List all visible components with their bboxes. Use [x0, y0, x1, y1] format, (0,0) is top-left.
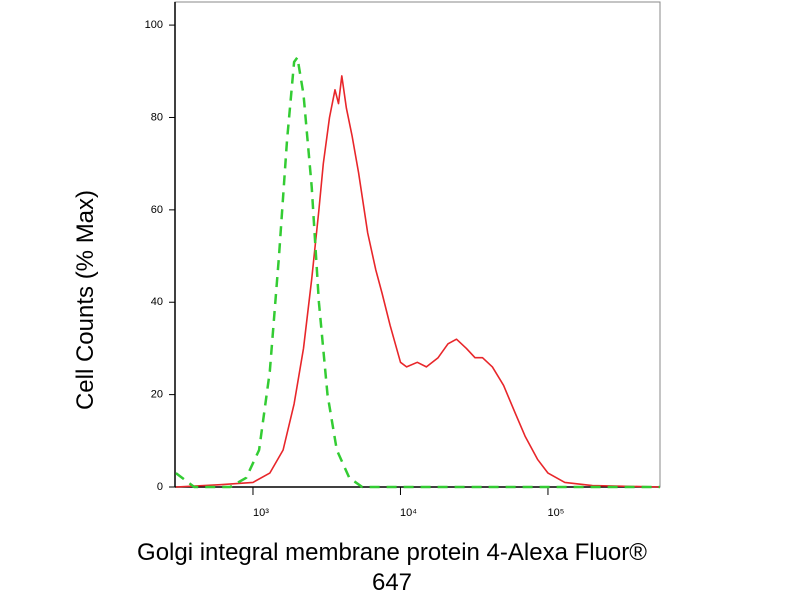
x-axis-label: Golgi integral membrane protein 4-Alexa …	[137, 539, 647, 566]
x-tick-label: 10³	[253, 507, 269, 519]
y-tick-label: 60	[151, 204, 163, 216]
x-tick-label: 10⁵	[548, 507, 565, 519]
y-tick-label: 40	[151, 296, 163, 308]
y-tick-label: 20	[151, 389, 163, 401]
y-tick-label: 0	[157, 481, 163, 493]
y-axis-label: Cell Counts (% Max)	[72, 190, 99, 410]
y-tick-label: 100	[145, 19, 163, 31]
plot-frame	[174, 1, 661, 488]
y-tick-label: 80	[151, 111, 163, 123]
series-line	[175, 75, 661, 488]
x-axis-label: 647	[372, 569, 412, 596]
x-tick-label: 10⁴	[400, 507, 417, 519]
series-line	[175, 56, 660, 489]
